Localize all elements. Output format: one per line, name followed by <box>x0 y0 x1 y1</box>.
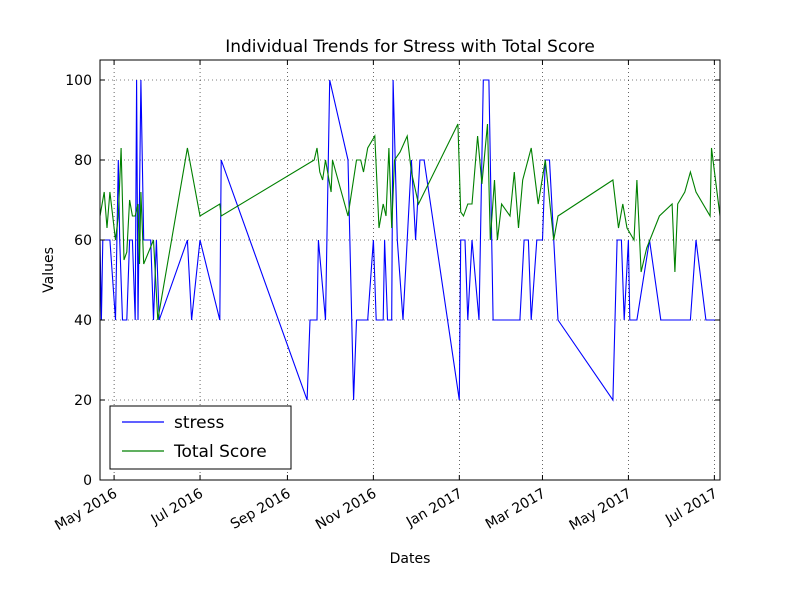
y-tick-label: 80 <box>74 153 92 169</box>
x-tick-label: May 2017 <box>567 486 635 534</box>
x-tick-label: Jul 2017 <box>662 486 720 529</box>
y-axis-label: Values <box>41 247 57 293</box>
chart-title: Individual Trends for Stress with Total … <box>225 37 595 57</box>
x-tick-label: Jan 2017 <box>403 486 465 531</box>
y-tick-label: 60 <box>74 233 92 249</box>
plot-frame <box>99 59 721 481</box>
series-lines <box>99 79 721 402</box>
x-tick-label: Sep 2016 <box>228 486 294 533</box>
series-line-total-score <box>99 123 721 321</box>
x-axis-label: Dates <box>390 551 431 567</box>
y-tick-label: 40 <box>74 313 92 329</box>
y-tick-label: 0 <box>83 473 92 489</box>
x-tick-label: Nov 2016 <box>313 486 379 534</box>
y-tick-label: 20 <box>74 393 92 409</box>
y-tick-label: 100 <box>65 73 92 89</box>
legend: stress Total Score <box>109 405 292 470</box>
x-tick-label: Jul 2016 <box>148 486 206 529</box>
legend-label-total-score: Total Score <box>173 442 267 462</box>
legend-box <box>109 405 292 470</box>
legend-label-stress: stress <box>174 413 224 433</box>
x-tick-label: Mar 2017 <box>483 486 549 533</box>
x-tick-label: May 2016 <box>52 486 120 534</box>
